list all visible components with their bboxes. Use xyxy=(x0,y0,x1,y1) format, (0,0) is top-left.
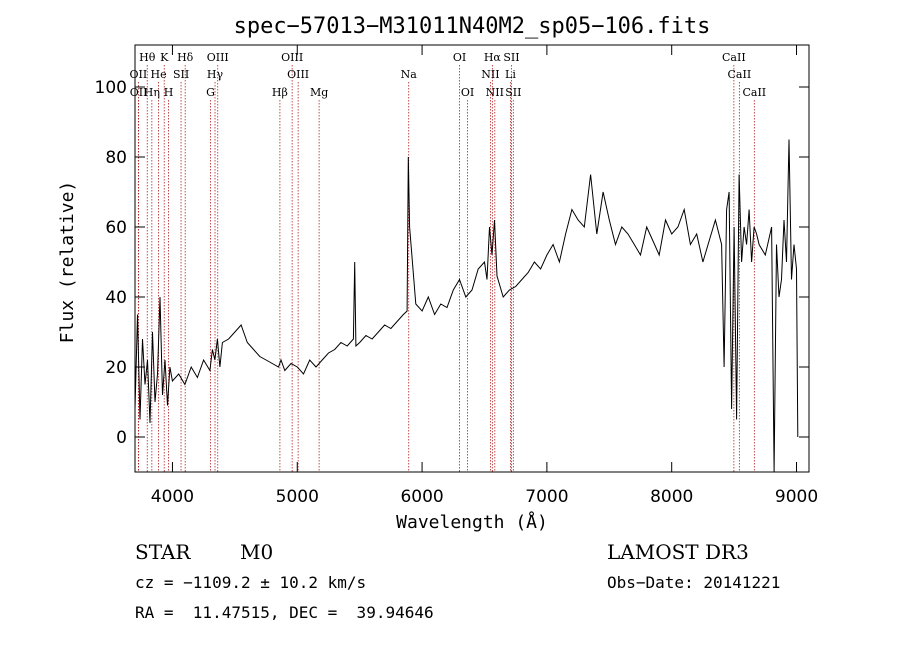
line-marker-label-21: NII xyxy=(481,68,499,81)
line-marker-label-13: OIII xyxy=(287,68,309,81)
x-tick-label-0: 4000 xyxy=(151,487,194,507)
line-marker-label-5: Hη xyxy=(144,86,160,99)
y-tick-label-1: 20 xyxy=(105,358,127,378)
line-marker-label-8: H xyxy=(164,86,174,99)
y-tick-label-5: 100 xyxy=(95,78,127,98)
x-tick-label-1: 5000 xyxy=(276,487,319,507)
line-marker-label-7: SII xyxy=(173,68,189,81)
y-axis-label: Flux (relative) xyxy=(57,181,78,344)
line-marker-label-0: Hθ xyxy=(139,51,156,64)
sky-coordinates: RA = 11.47515, DEC = 39.94646 xyxy=(135,603,434,622)
y-tick-label-4: 80 xyxy=(105,148,127,168)
spectrum-line-0 xyxy=(134,139,799,473)
line-marker-label-10: Hγ xyxy=(207,68,224,81)
line-marker-label-4: He xyxy=(151,68,167,81)
line-marker-label-6: Hδ xyxy=(177,51,194,64)
line-marker-label-14: Hβ xyxy=(272,86,288,99)
plot-frame xyxy=(134,44,810,473)
object-class: STAR xyxy=(135,540,191,564)
line-marker-label-15: Mg xyxy=(310,86,328,99)
line-marker-label-17: OI xyxy=(453,51,466,64)
y-tick-label-3: 60 xyxy=(105,218,127,238)
line-marker-label-2: OII xyxy=(130,86,148,99)
x-tick-label-4: 8000 xyxy=(650,487,693,507)
x-tick-label-3: 7000 xyxy=(525,487,568,507)
x-tick-label-5: 9000 xyxy=(775,487,818,507)
y-tick-label-0: 0 xyxy=(116,428,127,448)
line-marker-label-3: K xyxy=(160,51,169,64)
line-marker-layer: Hθ OII OII K He Hη Hδ SII H OIII Hγ G OIII OIII Hβ Mg Na… xyxy=(130,51,766,472)
line-marker-label-11: G xyxy=(206,86,215,99)
line-marker-label-23: NII xyxy=(486,86,504,99)
line-marker-label-18: OI xyxy=(461,86,474,99)
object-subclass: M0 xyxy=(240,540,274,564)
redshift-value: cz = −1109.2 ± 10.2 km/s xyxy=(135,573,367,592)
y-tick-label-2: 40 xyxy=(105,288,127,308)
survey-name: LAMOST DR3 xyxy=(607,540,749,564)
observation-date: Obs−Date: 20141221 xyxy=(607,573,781,592)
line-marker-label-26: CaII xyxy=(728,68,752,81)
tick-layer: 4000 5000 6000 7000 8000 9000 0 20 40 60 80 100 xyxy=(95,45,818,507)
chart-title: spec−57013−M31011N40M2_sp05−106.fits xyxy=(234,14,711,39)
line-marker-label-20: SII xyxy=(503,51,519,64)
line-marker-label-12: OIII xyxy=(281,51,303,64)
x-tick-label-2: 6000 xyxy=(400,487,443,507)
x-axis-label: Wavelength (Å) xyxy=(396,511,548,533)
line-marker-label-1: OII xyxy=(130,68,148,81)
line-marker-label-16: Na xyxy=(401,68,418,81)
spectrum-layer xyxy=(134,139,799,473)
line-marker-label-9: OIII xyxy=(207,51,229,64)
line-marker-label-19: Hα xyxy=(484,51,502,64)
line-marker-label-24: SII xyxy=(505,86,521,99)
line-marker-label-27: CaII xyxy=(742,86,766,99)
line-marker-label-25: CaII xyxy=(722,51,746,64)
line-marker-label-22: Li xyxy=(505,68,516,81)
